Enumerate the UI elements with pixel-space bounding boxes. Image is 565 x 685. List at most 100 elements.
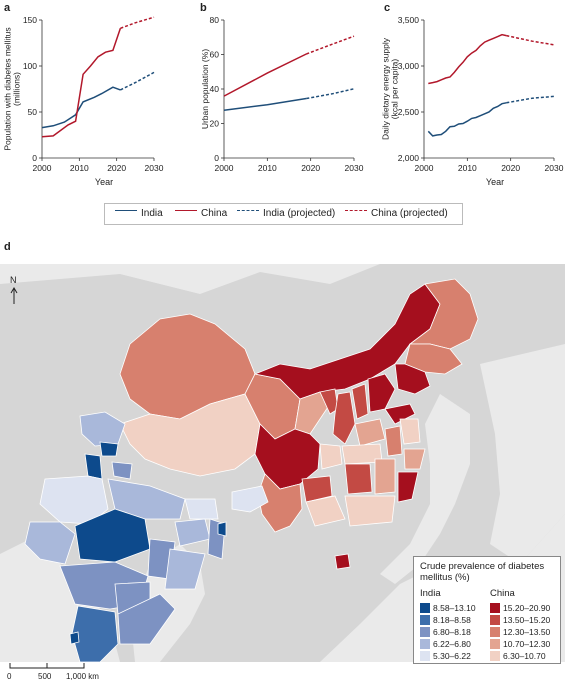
china-bin-swatch-4 — [490, 639, 500, 649]
scale-label-0: 0 — [7, 672, 12, 681]
india-bin-label-1: 8.58–13.10 — [433, 603, 476, 613]
legend-swatch-india-projected — [237, 210, 259, 211]
y-tick-label-b: 40 — [210, 84, 220, 94]
series-line-b-china — [223, 53, 307, 97]
india-legend-heading: India — [420, 588, 441, 599]
panel-c: c 2000 2010 2020 2030 2,000 2,500 3,000 3,500 Yea… — [380, 2, 563, 187]
china-shaanxi — [332, 391, 356, 445]
sea-east — [380, 394, 470, 584]
india-bin-label-2: 8.18–8.58 — [433, 615, 471, 625]
legend-label-india: India — [141, 208, 163, 219]
india-bin-swatch-1 — [420, 603, 430, 613]
x-tick-label-c: 2030 — [545, 163, 564, 173]
x-tick-label-c: 2010 — [458, 163, 477, 173]
x-tick-label-a: 2010 — [70, 163, 89, 173]
y-axis-title-line1-c: Daily dietary energy supply — [380, 37, 390, 140]
china-bin-swatch-5 — [490, 651, 500, 661]
series-line-b-india-projected — [306, 88, 355, 100]
y-axis-title-c: Daily dietary energy supply(kcal per cap… — [380, 37, 399, 140]
series-line-c-china — [428, 33, 507, 85]
india-uttarakhand — [111, 461, 133, 480]
china-bin-label-1: 15.20–20.90 — [503, 603, 551, 613]
y-tick-label-a: 50 — [28, 107, 38, 117]
india-andhra — [117, 593, 176, 645]
china-henan — [354, 418, 386, 447]
scale-bar-line — [9, 663, 85, 669]
india-gujarat — [24, 521, 76, 565]
series-line-a-india-projected — [120, 71, 155, 91]
x-tick-label-b: 2020 — [301, 163, 320, 173]
series-line-c-india-projected — [506, 95, 555, 104]
legend-swatch-china — [175, 210, 197, 211]
prevalence-legend-title: Crude prevalence of diabetes mellitus (%… — [420, 561, 545, 583]
china-bin-swatch-2 — [490, 615, 500, 625]
y-tick-label-b: 20 — [210, 119, 220, 129]
series-line-c-china-projected — [506, 34, 555, 46]
y-axis-title-b: Urban population (%) — [200, 49, 210, 129]
china-jiangsu — [399, 418, 421, 445]
india-bin-swatch-5 — [420, 651, 430, 661]
panel-b: b 2000 2010 2020 2030 0 20 40 60 80 Urban populati… — [200, 2, 364, 173]
y-tick-label-b: 80 — [210, 15, 220, 25]
north-arrow-icon — [10, 287, 18, 304]
china-shanxi — [351, 383, 369, 420]
panel-d-letter: d — [4, 241, 11, 253]
panel-letter-b: b — [200, 2, 207, 14]
india-northeast — [231, 485, 269, 513]
series-line-a-india — [41, 86, 121, 129]
legend-swatch-india — [115, 210, 137, 211]
china-bin-label-5: 6.30–10.70 — [503, 651, 546, 661]
series-line-c-india — [427, 102, 507, 137]
charts-svg: a 2000 2010 2020 2030 0 50 100 150 Year Population… — [2, 2, 563, 187]
scale-label-1000: 1,000 km — [66, 672, 99, 681]
scale-label-500: 500 — [38, 672, 52, 681]
china-bin-label-2: 13.50–15.20 — [503, 615, 551, 625]
y-tick-label-a: 150 — [23, 15, 37, 25]
x-tick-label-b: 2010 — [258, 163, 277, 173]
china-hainan — [334, 553, 351, 570]
scale-bar: 0 500 1,000 km — [7, 663, 99, 681]
x-axis-title-a: Year — [95, 177, 113, 187]
y-axis-title-line2-c: (kcal per capita) — [390, 59, 400, 120]
series-line-a-china — [41, 28, 122, 138]
india-bin-label-5: 5.30–6.22 — [433, 651, 471, 661]
china-legend-heading: China — [490, 588, 515, 599]
legend-label-china: China — [201, 208, 228, 219]
china-shandong — [384, 403, 416, 425]
y-axis-title-line2-a: (millions) — [12, 72, 22, 106]
legend-label-china-projected: China (projected) — [371, 208, 448, 219]
series-line-b-india — [223, 97, 307, 111]
china-anhui — [384, 425, 403, 457]
china-guizhou — [301, 475, 333, 503]
india-bin-label-3: 6.80–8.18 — [433, 627, 471, 637]
x-tick-label-c: 2000 — [415, 163, 434, 173]
x-axis-title-c: Year — [486, 177, 504, 187]
china-provinces — [119, 278, 479, 570]
x-tick-label-a: 2000 — [33, 163, 52, 173]
india-bihar — [184, 498, 219, 520]
china-bin-label-3: 12.30–13.50 — [503, 627, 551, 637]
china-sichuan — [254, 423, 321, 490]
y-tick-label-c: 3,500 — [398, 15, 420, 25]
x-tick-label-a: 2030 — [145, 163, 164, 173]
china-zhejiang — [403, 448, 426, 470]
india-goa — [69, 631, 80, 645]
series-line-a-china-projected — [120, 16, 155, 30]
x-tick-label-c: 2020 — [501, 163, 520, 173]
x-tick-label-a: 2020 — [107, 163, 126, 173]
china-liaoning — [394, 363, 431, 395]
legend-swatch-china-projected — [345, 210, 367, 211]
india-himachal — [99, 441, 119, 457]
panel-a: a 2000 2010 2020 2030 0 50 100 150 Year Population… — [2, 2, 163, 187]
china-bin-swatch-1 — [490, 603, 500, 613]
map-area: N — [0, 264, 565, 663]
india-tripura — [217, 521, 227, 537]
china-chongqing — [319, 443, 343, 470]
x-tick-label-b: 2000 — [215, 163, 234, 173]
china-jiangxi — [374, 458, 396, 495]
india-odisha — [164, 548, 206, 590]
panel-d-label-svg: d — [4, 241, 11, 253]
y-tick-label-a: 100 — [23, 61, 37, 71]
legend-label-india-projected: India (projected) — [263, 208, 336, 219]
